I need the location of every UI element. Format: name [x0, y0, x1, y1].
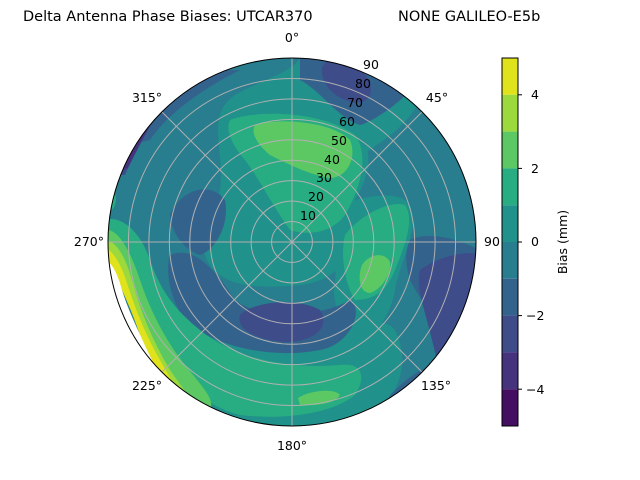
radial-label-10: 10	[300, 208, 316, 223]
chart-title-left: Delta Antenna Phase Biases: UTCAR370	[23, 9, 313, 25]
radial-label-20: 20	[308, 189, 324, 204]
radial-label-80: 80	[355, 76, 371, 91]
colorbar-tick-neg4: −4	[526, 382, 544, 397]
colorbar-tick-2: 2	[531, 161, 539, 176]
radial-label-40: 40	[324, 152, 340, 167]
radial-label-90: 90	[363, 57, 379, 72]
radial-label-50: 50	[331, 133, 347, 148]
angle-label-315: 315°	[132, 90, 162, 105]
polar-frame	[107, 57, 477, 427]
angle-label-0: 0°	[285, 30, 299, 45]
angle-label-225: 225°	[132, 378, 162, 393]
radial-label-70: 70	[347, 95, 363, 110]
angle-label-135: 135°	[421, 378, 451, 393]
colorbar-label: Bias (mm)	[555, 210, 570, 274]
colorbar-tick-neg2: −2	[526, 308, 544, 323]
colorbar	[501, 57, 522, 427]
polar-grid	[108, 58, 476, 426]
angle-label-90: 90	[484, 234, 500, 249]
colorbar-tick-4: 4	[531, 87, 539, 102]
colorbar-tick-0: 0	[531, 234, 539, 249]
radial-label-30: 30	[316, 170, 332, 185]
radial-label-60: 60	[339, 114, 355, 129]
chart-title-right: NONE GALILEO-E5b	[398, 9, 541, 25]
angle-label-270: 270°	[74, 234, 104, 249]
angle-label-45: 45°	[426, 90, 448, 105]
angle-label-180: 180°	[277, 438, 307, 453]
